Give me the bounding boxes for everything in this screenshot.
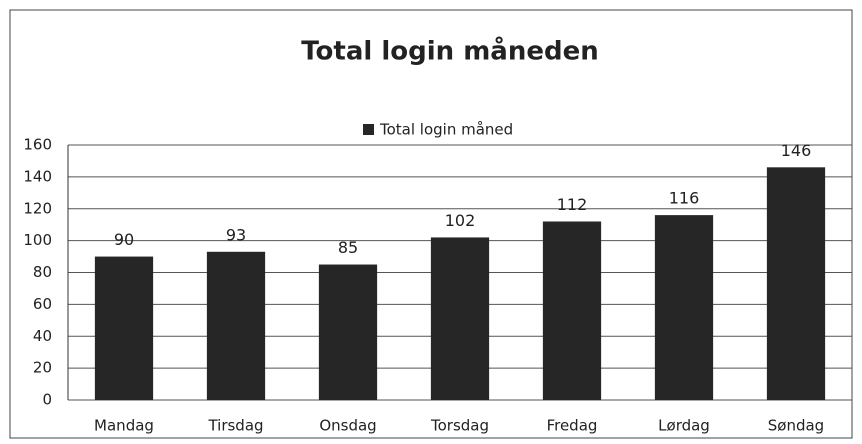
y-tick-label: 160 bbox=[23, 136, 52, 154]
bar bbox=[766, 167, 826, 400]
data-label: 112 bbox=[557, 195, 588, 214]
data-label: 102 bbox=[445, 211, 476, 230]
x-tick-label: Lørdag bbox=[658, 417, 710, 435]
y-tick-label: 140 bbox=[23, 167, 52, 185]
y-tick-label: 80 bbox=[33, 263, 52, 281]
legend-label: Total login måned bbox=[379, 121, 513, 139]
x-tick-label: Søndag bbox=[768, 417, 824, 435]
x-tick-label: Mandag bbox=[94, 417, 154, 435]
y-tick-label: 120 bbox=[23, 199, 52, 217]
bar bbox=[318, 264, 378, 400]
x-tick-label: Tirsdag bbox=[207, 417, 263, 435]
x-tick-label: Torsdag bbox=[430, 417, 489, 435]
y-tick-label: 20 bbox=[33, 359, 52, 377]
bar bbox=[430, 237, 490, 400]
bar bbox=[94, 256, 154, 400]
y-tick-label: 40 bbox=[33, 327, 52, 345]
y-tick-label: 100 bbox=[23, 231, 52, 249]
data-label: 116 bbox=[669, 189, 700, 208]
data-label: 90 bbox=[114, 230, 134, 249]
x-tick-label: Fredag bbox=[547, 417, 598, 435]
bar bbox=[542, 221, 602, 400]
chart-title: Total login måneden bbox=[301, 35, 598, 67]
data-label: 146 bbox=[781, 141, 812, 160]
bar bbox=[654, 215, 714, 400]
data-label: 93 bbox=[226, 225, 246, 244]
x-tick-label: Onsdag bbox=[319, 417, 376, 435]
bar bbox=[206, 251, 266, 400]
legend-swatch bbox=[363, 124, 374, 135]
y-tick-label: 0 bbox=[42, 391, 52, 409]
y-tick-label: 60 bbox=[33, 295, 52, 313]
data-label: 85 bbox=[338, 238, 358, 257]
